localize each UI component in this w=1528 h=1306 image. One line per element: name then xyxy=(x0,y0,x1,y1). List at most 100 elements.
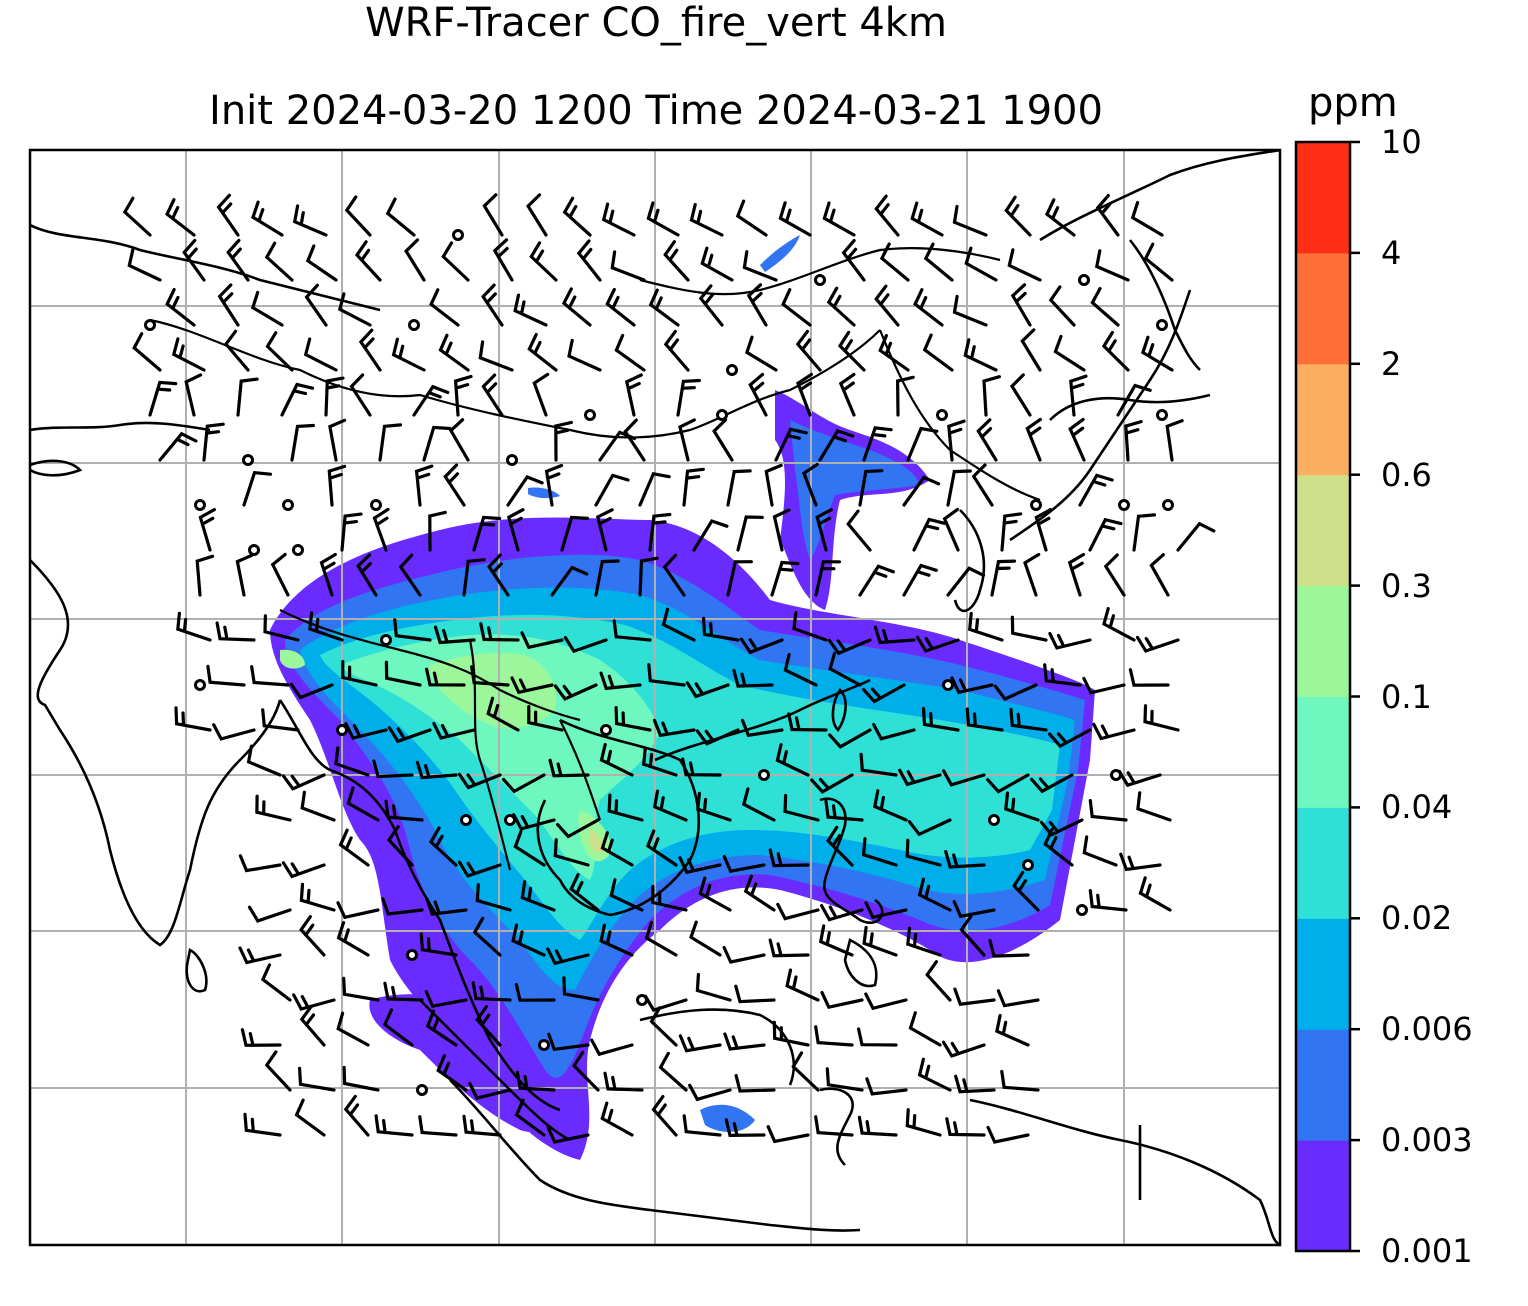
wind-barb xyxy=(1124,420,1143,462)
calm-marker xyxy=(726,364,738,376)
wind-barb xyxy=(184,373,203,417)
wind-barb xyxy=(1117,769,1162,788)
calm-marker xyxy=(758,769,770,781)
wind-barb xyxy=(304,283,328,327)
wind-barb xyxy=(1048,728,1092,749)
wind-barb xyxy=(663,240,690,282)
plume-level-6-c xyxy=(280,649,305,669)
wind-barb xyxy=(216,193,240,237)
wind-barb xyxy=(734,1073,776,1093)
wind-barb xyxy=(343,1094,370,1137)
wind-barb xyxy=(953,987,996,1006)
wind-barb xyxy=(917,1057,952,1092)
wind-barb xyxy=(471,981,512,1002)
wind-barb xyxy=(428,826,458,867)
wind-barb xyxy=(648,288,680,327)
wind-barb xyxy=(356,553,378,597)
wind-barb xyxy=(235,553,254,597)
wind-barb xyxy=(1048,632,1092,650)
wind-barb xyxy=(921,706,960,732)
wind-barb xyxy=(912,517,947,552)
wind-barb xyxy=(479,622,520,642)
wind-barb xyxy=(874,194,900,237)
wind-barb xyxy=(468,1082,512,1100)
wind-barb xyxy=(292,204,328,237)
wind-barb xyxy=(944,850,986,869)
wind-barb xyxy=(828,728,872,749)
colorbar-segment xyxy=(1296,142,1350,254)
wind-barb xyxy=(857,1027,898,1047)
wind-barb xyxy=(527,705,564,732)
wind-barb xyxy=(722,854,766,874)
wind-barb xyxy=(1165,419,1184,462)
wind-barb xyxy=(514,1098,546,1137)
plume-patch-nw xyxy=(760,235,800,272)
wind-barb xyxy=(263,614,300,642)
map-frame xyxy=(28,148,1282,1247)
wind-barb xyxy=(638,471,671,507)
wind-barb xyxy=(1000,512,1023,552)
wind-barb xyxy=(695,972,732,1002)
wind-barb xyxy=(614,706,652,732)
wind-barb xyxy=(1043,828,1074,867)
wind-barb xyxy=(861,837,898,867)
wind-barb xyxy=(837,330,866,372)
wind-barb xyxy=(182,238,206,282)
wind-barb xyxy=(372,759,414,779)
colorbar-segment xyxy=(1296,252,1350,365)
wind-barb xyxy=(601,202,636,237)
wind-barb xyxy=(264,241,294,282)
wind-barb xyxy=(1000,1069,1040,1092)
wind-barbs xyxy=(122,193,1216,1144)
wind-barb xyxy=(685,681,730,699)
wind-barb xyxy=(1030,773,1074,794)
wind-barb xyxy=(824,799,864,822)
wind-barb xyxy=(344,722,388,740)
wind-barb xyxy=(922,333,954,372)
wind-barb xyxy=(864,992,908,1011)
wind-barb xyxy=(264,1050,292,1092)
wind-barb xyxy=(661,607,696,642)
wind-barb xyxy=(378,423,403,462)
wind-barb xyxy=(907,818,952,837)
wind-barb xyxy=(562,976,600,1002)
wind-barb xyxy=(527,332,558,372)
wind-barb xyxy=(1088,889,1128,912)
wind-barb xyxy=(448,418,470,462)
colorbar-tick-label: 0.3 xyxy=(1381,566,1432,605)
wind-barb xyxy=(336,921,370,957)
wind-barb xyxy=(678,856,722,875)
wind-barb xyxy=(795,329,822,372)
wind-barb xyxy=(386,825,414,867)
wind-barb xyxy=(941,1040,986,1058)
wind-barb xyxy=(681,757,722,777)
wind-barb xyxy=(1048,285,1076,327)
plume-level-1-south xyxy=(369,994,560,1132)
calm-marker xyxy=(504,814,516,826)
wind-barb xyxy=(1043,663,1082,687)
wind-barb xyxy=(785,968,820,1002)
wind-barb xyxy=(289,682,334,700)
wind-barb xyxy=(132,332,162,372)
wind-barb xyxy=(895,375,915,417)
wind-barb xyxy=(814,1115,854,1137)
wind-barb xyxy=(663,329,690,372)
wind-barb xyxy=(838,372,856,417)
wind-barb xyxy=(945,1117,986,1137)
wind-barb xyxy=(726,560,753,597)
wind-barb xyxy=(544,463,564,507)
wind-barb xyxy=(336,1011,370,1047)
wind-barb xyxy=(846,509,872,552)
wind-barb xyxy=(472,916,502,957)
wind-barb xyxy=(1010,283,1032,327)
wind-barb xyxy=(964,246,998,282)
wind-barb xyxy=(532,372,550,417)
wind-barb xyxy=(722,945,766,964)
wind-barb xyxy=(906,426,939,462)
wind-barb xyxy=(1119,852,1162,872)
wind-barb xyxy=(652,789,688,822)
wind-barb xyxy=(695,728,740,746)
wind-barb xyxy=(548,758,590,778)
calm-marker xyxy=(506,454,518,466)
calm-marker xyxy=(716,409,728,421)
